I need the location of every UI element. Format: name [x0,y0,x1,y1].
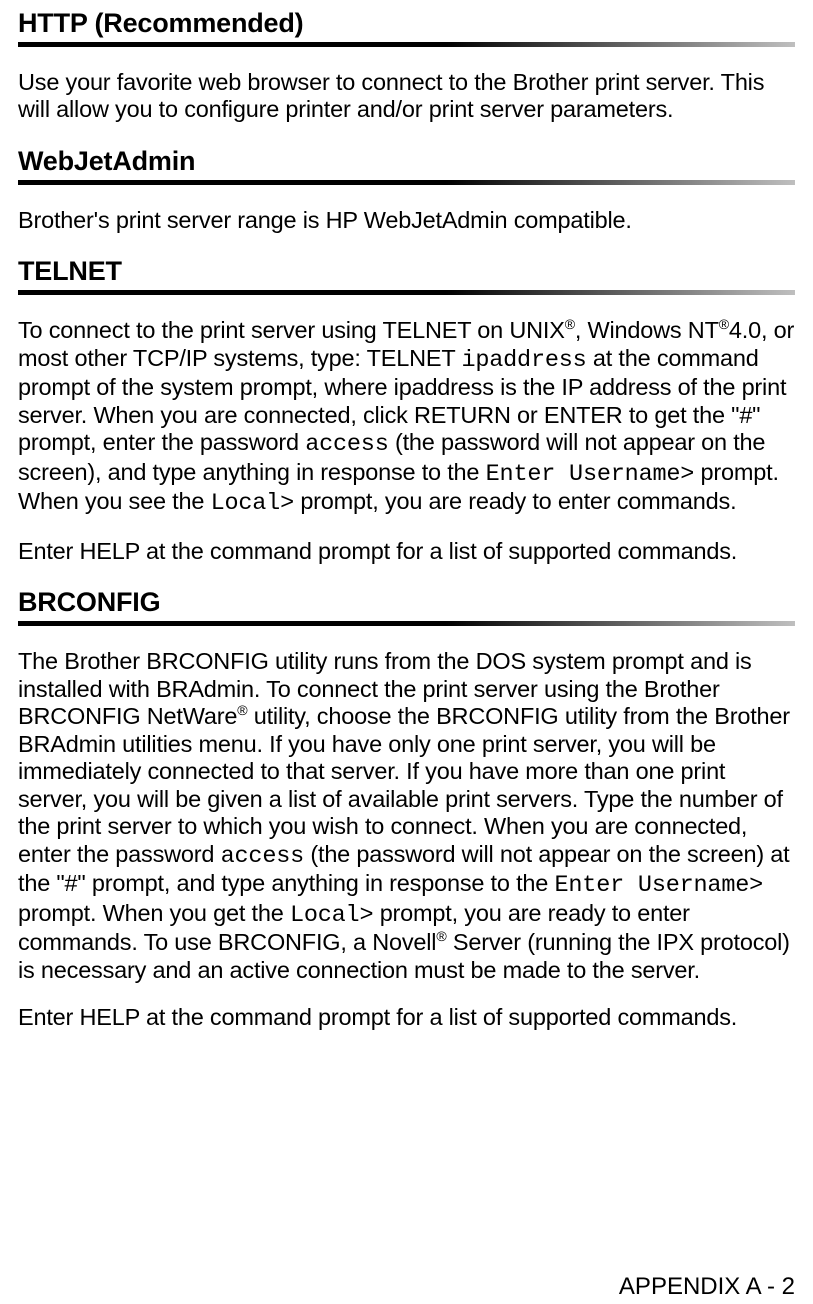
rule [18,621,795,626]
reg-mark: ® [719,317,729,333]
code: access [305,431,388,458]
heading-http: HTTP (Recommended) [18,8,795,39]
code: Enter Username> [486,461,695,488]
code: Local> [211,490,294,517]
heading-telnet: TELNET [18,256,795,287]
rule [18,42,795,47]
page-footer: APPENDIX A - 2 [619,1273,795,1301]
para-brconfig-1: The Brother BRCONFIG utility runs from t… [18,648,795,984]
reg-mark: ® [237,702,247,718]
para-brconfig-2: Enter HELP at the command prompt for a l… [18,1004,795,1031]
text: prompt, you are ready to enter commands. [294,488,736,514]
code: access [221,843,304,870]
para-http: Use your favorite web browser to connect… [18,69,795,124]
rule [18,180,795,185]
text: To connect to the print server using TEL… [18,317,565,343]
code: Local> [290,902,373,929]
para-telnet-2: Enter HELP at the command prompt for a l… [18,538,795,565]
para-webjet: Brother's print server range is HP WebJe… [18,207,795,234]
text: , Windows NT [575,317,719,343]
reg-mark: ® [436,928,446,944]
code: Enter Username> [555,872,764,899]
heading-webjet: WebJetAdmin [18,146,795,177]
code: ipaddress [461,347,586,374]
reg-mark: ® [565,317,575,333]
rule [18,290,795,295]
text: prompt. When you get the [18,900,290,926]
heading-brconfig: BRCONFIG [18,587,795,618]
para-telnet-1: To connect to the print server using TEL… [18,317,795,517]
